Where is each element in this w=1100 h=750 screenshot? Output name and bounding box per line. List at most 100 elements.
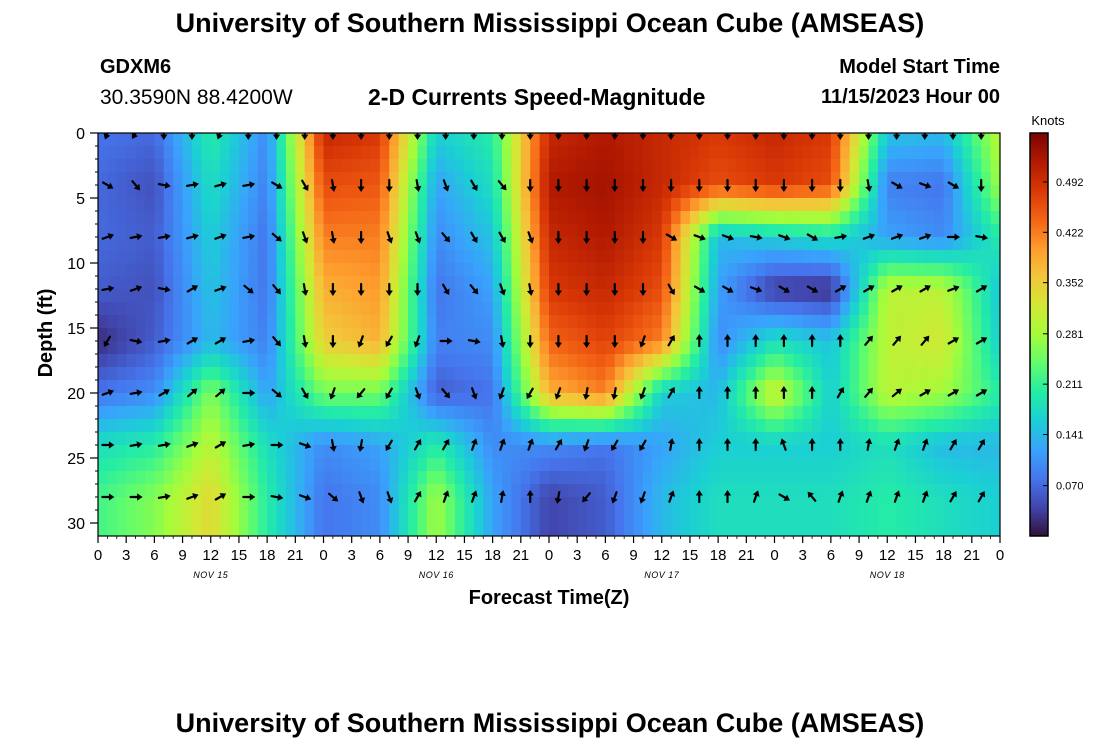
- heatmap-cell: [220, 419, 231, 433]
- heatmap-cell: [849, 445, 860, 459]
- heatmap-cell: [426, 185, 437, 199]
- heatmap-cell: [689, 250, 700, 264]
- heatmap-cell: [182, 211, 193, 225]
- heatmap-cell: [210, 315, 221, 329]
- heatmap-cell: [314, 458, 325, 472]
- current-arrow: [554, 387, 562, 400]
- heatmap-cell: [962, 393, 973, 407]
- heatmap-cell: [483, 289, 494, 303]
- heatmap-cell: [473, 328, 484, 342]
- heatmap-cell: [539, 393, 550, 407]
- heatmap-cell: [455, 159, 466, 173]
- heatmap-cell: [549, 211, 559, 225]
- heatmap-cell: [727, 315, 738, 329]
- heatmap-cell: [821, 172, 832, 186]
- heatmap-cell: [661, 484, 672, 498]
- heatmap-cell: [783, 172, 794, 186]
- heatmap-cell: [614, 302, 625, 316]
- heatmap-cell: [370, 250, 381, 264]
- heatmap-cell: [520, 419, 531, 433]
- heatmap-cell: [314, 328, 325, 342]
- heatmap-cell: [689, 406, 700, 420]
- heatmap-cell: [389, 510, 400, 524]
- heatmap-cell: [614, 237, 625, 251]
- heatmap-cell: [830, 484, 841, 498]
- heatmap-cell: [896, 211, 907, 225]
- heatmap-cell: [971, 315, 982, 329]
- heatmap-cell: [962, 211, 973, 225]
- heatmap-cell: [981, 276, 992, 290]
- heatmap-cell: [389, 146, 400, 160]
- heatmap-cell: [887, 445, 898, 459]
- heatmap-cell: [426, 302, 437, 316]
- heatmap-cell: [727, 263, 738, 277]
- heatmap-cell: [238, 172, 249, 186]
- current-arrow: [329, 387, 336, 400]
- heatmap-cell: [539, 146, 550, 160]
- heatmap-cell: [417, 432, 428, 446]
- heatmap-cell: [595, 341, 606, 355]
- heatmap-cell: [342, 172, 353, 186]
- heatmap-cell: [445, 432, 456, 446]
- heatmap-cell: [849, 497, 860, 511]
- current-arrow: [947, 337, 960, 345]
- heatmap-cell: [915, 523, 926, 536]
- heatmap-cell: [323, 159, 334, 173]
- heatmap-cell: [173, 146, 184, 160]
- heatmap-cell: [323, 341, 334, 355]
- heatmap-cell: [285, 133, 296, 147]
- heatmap-cell: [295, 341, 306, 355]
- heatmap-cell: [98, 419, 108, 433]
- heatmap-cell: [812, 263, 823, 277]
- heatmap-cell: [248, 341, 259, 355]
- heatmap-cell: [558, 172, 569, 186]
- heatmap-cell: [783, 497, 794, 511]
- heatmap-cell: [126, 289, 137, 303]
- heatmap-cell: [107, 250, 118, 264]
- heatmap-cell: [389, 471, 400, 485]
- heatmap-cell: [680, 341, 691, 355]
- heatmap-cell: [736, 406, 747, 420]
- current-arrow: [947, 389, 960, 397]
- heatmap-cell: [821, 211, 832, 225]
- heatmap-cell: [144, 445, 155, 459]
- heatmap-cell: [285, 393, 296, 407]
- heatmap-cell: [398, 211, 409, 225]
- heatmap-cell: [840, 263, 851, 277]
- heatmap-cell: [859, 393, 870, 407]
- heatmap-cell: [455, 224, 466, 238]
- heatmap-cell: [868, 380, 879, 394]
- heatmap-cell: [802, 211, 813, 225]
- heatmap-cell: [849, 484, 860, 498]
- heatmap-cell: [182, 497, 193, 511]
- heatmap-cell: [877, 484, 888, 498]
- heatmap-cell: [680, 185, 691, 199]
- current-arrow: [187, 388, 198, 398]
- heatmap-cell: [990, 419, 1000, 433]
- heatmap-cell: [736, 354, 747, 368]
- heatmap-cell: [614, 484, 625, 498]
- heatmap-cell: [783, 250, 794, 264]
- heatmap-cell: [577, 354, 588, 368]
- heatmap-cell: [887, 419, 898, 433]
- heatmap-cell: [98, 406, 108, 420]
- date-label: NOV 18: [870, 570, 905, 580]
- current-arrow: [131, 133, 140, 140]
- heatmap-cell: [530, 302, 541, 316]
- heatmap-cell: [492, 133, 503, 147]
- heatmap-cell: [379, 445, 390, 459]
- heatmap-cell: [473, 263, 484, 277]
- current-arrow: [186, 441, 199, 448]
- heatmap-cell: [896, 237, 907, 251]
- heatmap-cell: [812, 445, 823, 459]
- heatmap-cell: [567, 211, 578, 225]
- heatmap-cell: [990, 315, 1000, 329]
- heatmap-cell: [652, 432, 663, 446]
- heatmap-cell: [408, 510, 419, 524]
- heatmap-cell: [887, 276, 898, 290]
- heatmap-cell: [417, 523, 428, 536]
- heatmap-cell: [971, 289, 982, 303]
- heatmap-cell: [135, 159, 146, 173]
- heatmap-cell: [163, 354, 174, 368]
- heatmap-cell: [859, 224, 870, 238]
